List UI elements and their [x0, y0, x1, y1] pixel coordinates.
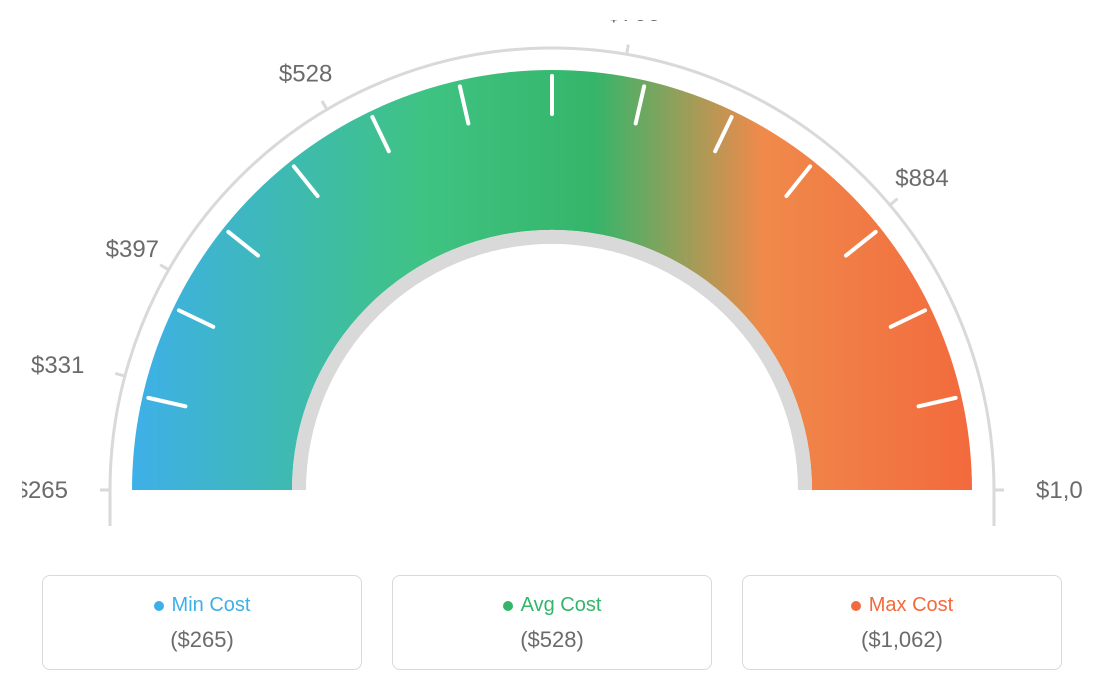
gauge-tick-label: $397 [106, 236, 159, 263]
legend-dot-avg [503, 601, 513, 611]
gauge-tick-label: $1,062 [1036, 477, 1082, 504]
gauge-tick-label: $265 [22, 477, 68, 504]
legend-card-avg: Avg Cost ($528) [392, 575, 712, 670]
legend-label-min: Min Cost [172, 594, 251, 617]
legend-value-avg: ($528) [403, 627, 701, 653]
gauge: $265 $331 $397 $528 $706 $884 $1,062 [22, 20, 1082, 580]
gauge-tick-label: $884 [895, 165, 948, 192]
gauge-tick-label: $706 [607, 20, 660, 27]
legend-dot-min [154, 601, 164, 611]
legend-row: Min Cost ($265) Avg Cost ($528) Max Cost… [40, 575, 1064, 670]
legend-label-avg: Avg Cost [521, 594, 602, 617]
legend-value-min: ($265) [53, 627, 351, 653]
chart-container: $265 $331 $397 $528 $706 $884 $1,062 Min Cost … [0, 0, 1104, 690]
legend-value-max: ($1,062) [753, 627, 1051, 653]
legend-card-max: Max Cost ($1,062) [742, 575, 1062, 670]
legend-card-min: Min Cost ($265) [42, 575, 362, 670]
gauge-tick-label: $528 [279, 60, 332, 87]
gauge-tick-label: $331 [31, 352, 84, 379]
legend-dot-max [851, 601, 861, 611]
legend-label-max: Max Cost [869, 594, 953, 617]
gauge-svg: $265 $331 $397 $528 $706 $884 $1,062 [22, 20, 1082, 580]
